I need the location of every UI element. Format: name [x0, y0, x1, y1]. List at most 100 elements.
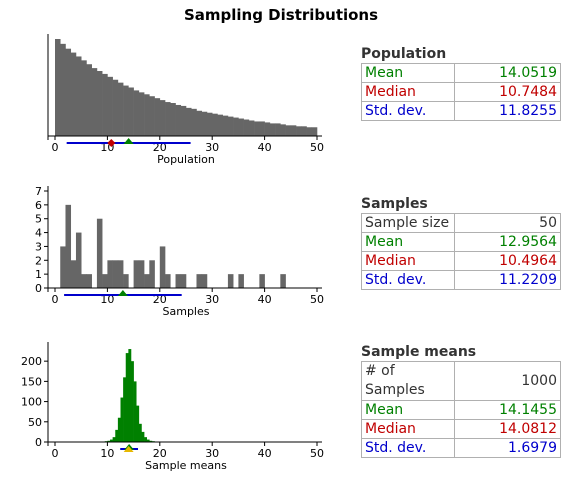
x-tick-label: 40: [258, 447, 272, 460]
population-stats-panel: Population Mean 14.0519 Median 10.7484 S…: [361, 46, 561, 121]
histogram-bar: [102, 73, 108, 136]
stat-row-median: Median 10.7484: [361, 82, 561, 102]
histogram-bar: [130, 361, 134, 442]
histogram-bar: [128, 349, 132, 442]
histogram-bar: [138, 423, 142, 442]
y-tick-label: 0: [35, 436, 42, 449]
x-tick-label: 0: [52, 293, 59, 306]
population-stats-table: Mean 14.0519 Median 10.7484 Std. dev. 11…: [361, 63, 561, 121]
histogram-bar: [60, 43, 66, 136]
histogram-bar: [196, 274, 203, 288]
histogram-bar: [186, 107, 192, 136]
histogram-bar: [227, 116, 234, 136]
stat-value-sample-count: 1000: [454, 361, 561, 401]
stat-label-sd: Std. dev.: [361, 101, 455, 121]
histogram-bar: [144, 94, 150, 136]
histogram-bar: [117, 260, 124, 288]
histogram-bar: [233, 117, 239, 136]
stat-label-sd: Std. dev.: [361, 270, 455, 290]
histogram-bar: [133, 381, 137, 442]
histogram-bar: [159, 246, 166, 288]
histogram-bar: [112, 437, 116, 442]
x-tick-label: 10: [100, 447, 114, 460]
x-tick-label: 10: [100, 293, 114, 306]
stat-value-median: 10.4964: [454, 251, 561, 271]
stat-value-sample-size: 50: [454, 213, 561, 233]
x-tick-label: 40: [258, 141, 272, 154]
x-tick-label: 20: [153, 447, 167, 460]
stat-row-median: Median 14.0812: [361, 419, 561, 439]
population-mean-marker: [123, 446, 134, 452]
histogram-bar: [112, 79, 119, 136]
histogram-bar: [133, 260, 140, 288]
histogram-bar: [149, 440, 153, 442]
histogram-bar: [191, 108, 197, 136]
stat-row-mean: Mean 14.0519: [361, 63, 561, 83]
histogram-bar: [196, 110, 203, 136]
stat-value-mean: 14.1455: [454, 400, 561, 420]
y-tick-label: 0: [35, 282, 42, 295]
sample-means-heading: Sample means: [361, 344, 477, 360]
histogram-bar: [86, 64, 92, 136]
histogram-bar: [70, 260, 77, 288]
histogram-bar: [306, 127, 313, 136]
histogram-bar: [269, 123, 276, 136]
histogram-bar: [254, 121, 260, 136]
histogram-bar: [102, 274, 108, 288]
x-tick-label: 40: [258, 293, 272, 306]
stat-value-sd: 11.8255: [454, 101, 561, 121]
histogram-bar: [175, 104, 182, 136]
stat-label-mean: Mean: [361, 232, 455, 252]
histogram-bar: [96, 71, 103, 136]
histogram-bar: [227, 274, 234, 288]
histogram-bar: [180, 105, 187, 136]
histogram-bar: [264, 122, 271, 136]
histogram-bar: [144, 437, 147, 442]
x-tick-label: 0: [52, 141, 59, 154]
y-tick-label: 4: [35, 227, 42, 240]
stat-label-mean: Mean: [361, 63, 455, 83]
histogram-bar: [123, 85, 129, 136]
x-axis-label: Sample means: [145, 459, 227, 472]
histogram-bar: [259, 121, 265, 136]
x-tick-label: 0: [52, 447, 59, 460]
histogram-bar: [115, 429, 119, 442]
histogram-bar: [238, 118, 244, 136]
stat-label-sample-size: Sample size: [361, 213, 455, 233]
y-tick-label: 5: [35, 213, 42, 226]
mean-marker: [117, 290, 128, 296]
y-tick-label: 3: [35, 240, 42, 253]
histogram-bar: [110, 439, 113, 442]
histogram-bar: [86, 274, 92, 288]
histogram-bar: [141, 431, 145, 442]
histogram-bar: [81, 60, 87, 137]
stat-value-median: 10.7484: [454, 82, 561, 102]
y-tick-label: 100: [21, 396, 42, 409]
histogram-bar: [206, 112, 213, 136]
histogram-bar: [107, 260, 113, 288]
histogram-bar: [296, 126, 302, 136]
histogram-bar: [120, 397, 124, 442]
histogram-bar: [136, 405, 140, 442]
histogram-bar: [285, 125, 292, 136]
stat-value-mean: 14.0519: [454, 63, 561, 83]
histogram-bar: [75, 56, 82, 136]
histogram-bar: [128, 87, 134, 136]
x-tick-label: 50: [310, 293, 324, 306]
histogram-bar: [165, 274, 171, 288]
x-tick-label: 20: [153, 141, 167, 154]
x-tick-label: 30: [205, 141, 219, 154]
histogram-bar: [248, 120, 255, 136]
histogram-bar: [65, 48, 72, 137]
population-heading: Population: [361, 46, 447, 62]
page-title: Sampling Distributions: [183, 6, 379, 24]
histogram-bar: [311, 127, 318, 136]
histogram-bar: [65, 204, 72, 288]
histogram-bar: [175, 274, 182, 288]
histogram-bar: [123, 377, 127, 442]
histogram-bar: [222, 115, 229, 136]
x-tick-label: 50: [310, 141, 324, 154]
stat-value-median: 14.0812: [454, 419, 561, 439]
stat-row-median: Median 10.4964: [361, 251, 561, 271]
